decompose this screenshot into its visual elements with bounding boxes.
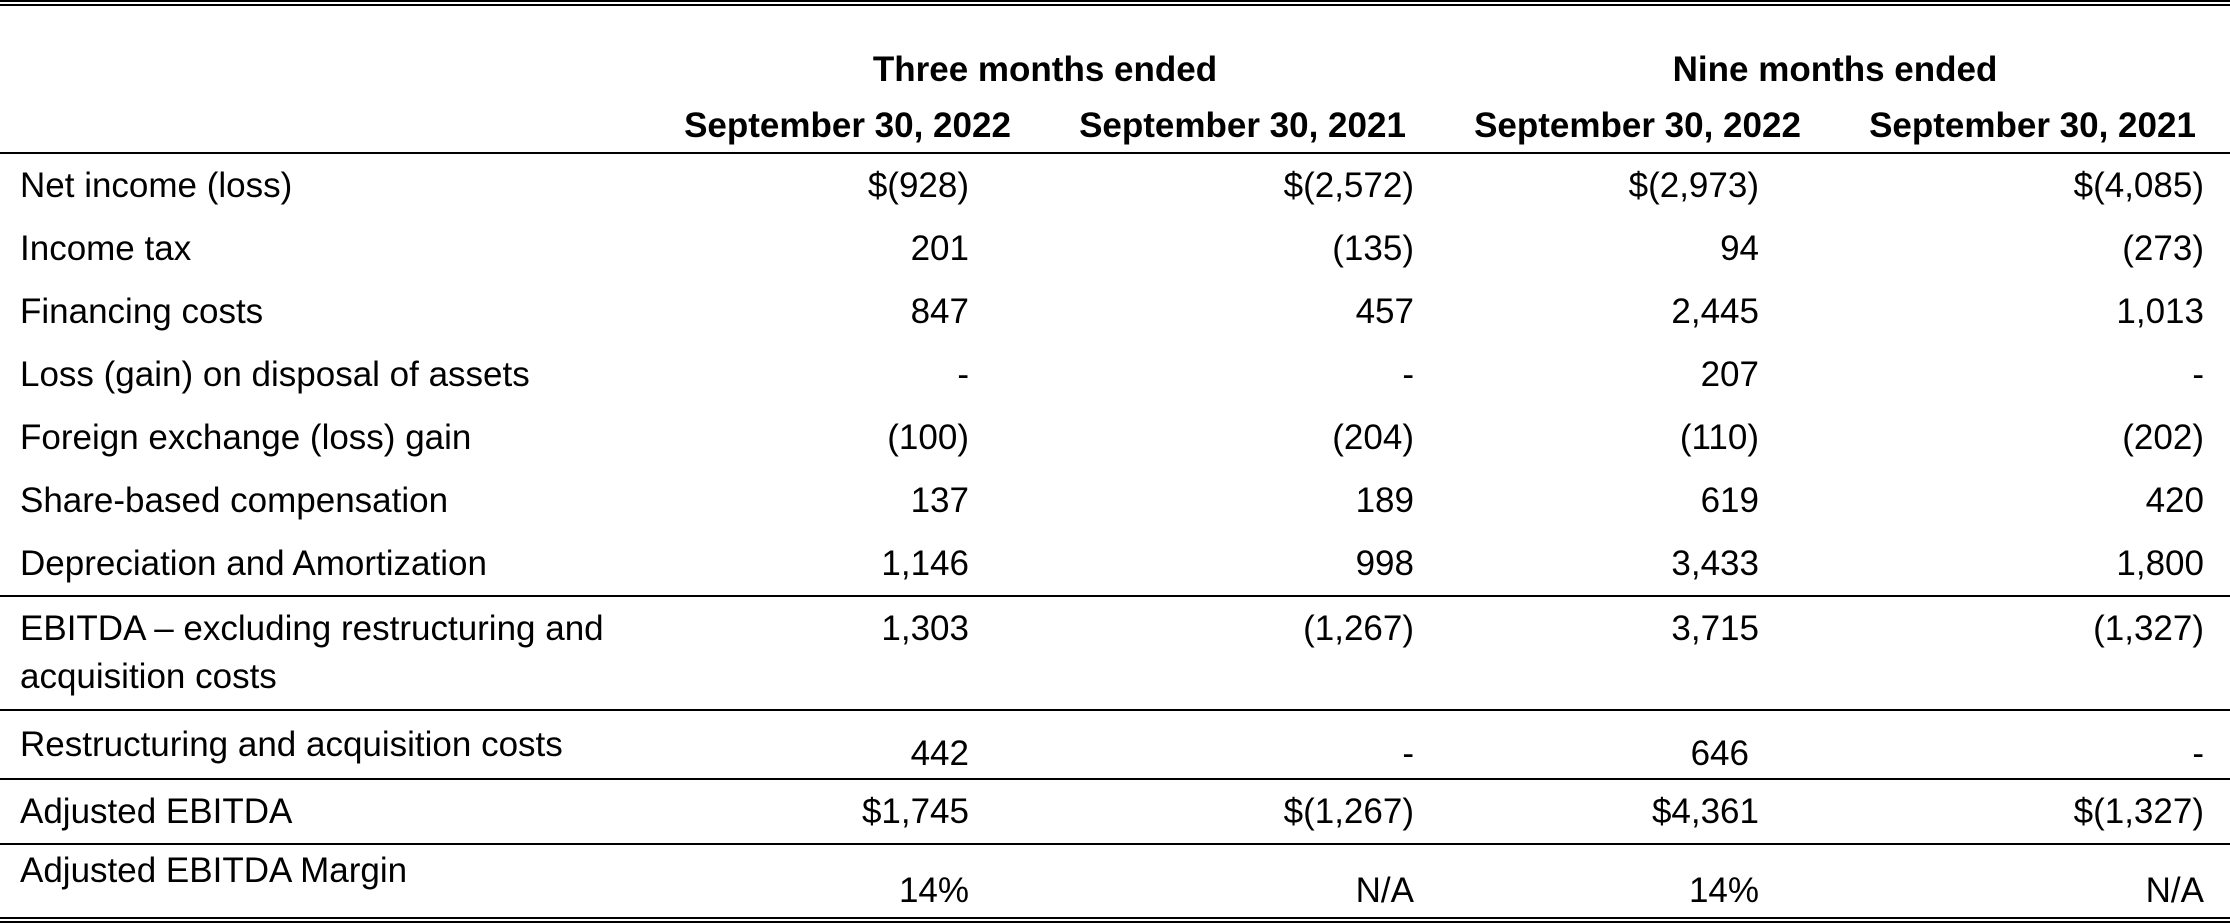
row-label: Net income (loss)	[20, 165, 293, 205]
cell-value: (273)	[2122, 228, 2204, 268]
cell-value: 1,146	[881, 543, 969, 583]
row-label: Loss (gain) on disposal of assets	[20, 354, 530, 394]
column-header-q3-2022: September 30, 2022	[650, 96, 1045, 154]
row-label: Share-based compensation	[20, 480, 449, 520]
nine-months-group-header: Nine months ended	[1672, 50, 1998, 89]
table-row-share-based-compensation: Share-based compensation 137 189 619 420	[0, 469, 2230, 532]
row-label: Income tax	[20, 228, 192, 268]
cell-value: 1,303	[650, 595, 1045, 710]
cell-value: 137	[910, 480, 969, 520]
table-row-ebitda-excluding-restructuring: EBITDA – excluding restructuring and acq…	[0, 595, 2230, 710]
blank-header-cell	[0, 96, 650, 154]
period-group-header-row: Three months ended Nine months ended	[0, 3, 2230, 96]
cell-value: -	[1045, 709, 1440, 779]
cell-value: 420	[2145, 480, 2204, 520]
cell-value: $1,745	[650, 778, 1045, 844]
cell-value: $(2,572)	[1283, 165, 1414, 205]
cell-value: 207	[1700, 354, 1759, 394]
cell-value: 2,445	[1671, 291, 1759, 331]
table-row-depreciation-amortization: Depreciation and Amortization 1,146 998 …	[0, 532, 2230, 596]
cell-value: $(2,973)	[1628, 165, 1759, 205]
cell-value: 646	[1440, 709, 1835, 779]
table-row-income-tax: Income tax 201 (135) 94 (273)	[0, 217, 2230, 280]
row-label: EBITDA – excluding restructuring and acq…	[0, 595, 650, 710]
cell-value: 457	[1355, 291, 1414, 331]
cell-value: 619	[1700, 480, 1759, 520]
row-label: Adjusted EBITDA	[0, 778, 650, 844]
row-label: Financing costs	[20, 291, 264, 331]
row-label: Depreciation and Amortization	[20, 543, 487, 583]
row-label: Foreign exchange (loss) gain	[20, 417, 472, 457]
cell-value: 3,715	[1440, 595, 1835, 710]
cell-value: $(1,267)	[1045, 778, 1440, 844]
row-label: Restructuring and acquisition costs	[0, 709, 650, 779]
cell-value: -	[1402, 354, 1414, 394]
cell-value: -	[1835, 709, 2230, 779]
column-header-9m-2022: September 30, 2022	[1440, 96, 1835, 154]
table-row-disposal-of-assets: Loss (gain) on disposal of assets - - 20…	[0, 343, 2230, 406]
row-label: Adjusted EBITDA Margin	[0, 843, 650, 923]
cell-value: 1,013	[2116, 291, 2204, 331]
cell-value: (1,267)	[1045, 595, 1440, 710]
cell-value: 442	[650, 709, 1045, 779]
table-row-financing-costs: Financing costs 847 457 2,445 1,013	[0, 280, 2230, 343]
cell-value: N/A	[1835, 843, 2230, 923]
three-months-group-header: Three months ended	[872, 50, 1218, 89]
cell-value: 998	[1355, 543, 1414, 583]
cell-value: 847	[910, 291, 969, 331]
table-row-adjusted-ebitda: Adjusted EBITDA $1,745 $(1,267) $4,361 $…	[0, 778, 2230, 844]
financial-table-container: Three months ended Nine months ended Sep…	[0, 3, 2230, 923]
cell-value: (1,327)	[1835, 595, 2230, 710]
cell-value: (100)	[887, 417, 969, 457]
cell-value: 189	[1355, 480, 1414, 520]
table-row-foreign-exchange: Foreign exchange (loss) gain (100) (204)…	[0, 406, 2230, 469]
cell-value: 201	[910, 228, 969, 268]
blank-header-cell	[0, 3, 650, 96]
cell-value: $(4,085)	[2073, 165, 2204, 205]
cell-value: N/A	[1045, 843, 1440, 923]
cell-value: 94	[1720, 228, 1759, 268]
cell-value: (202)	[2122, 417, 2204, 457]
cell-value: -	[957, 354, 969, 394]
table-row-restructuring-acquisition-costs: Restructuring and acquisition costs 442 …	[0, 709, 2230, 779]
table-row-adjusted-ebitda-margin: Adjusted EBITDA Margin 14% N/A 14% N/A	[0, 843, 2230, 923]
table-row-net-income: Net income (loss) $(928) $(2,572) $(2,97…	[0, 153, 2230, 217]
cell-value: $(928)	[867, 165, 969, 205]
cell-value: (135)	[1332, 228, 1414, 268]
cell-value: $4,361	[1440, 778, 1835, 844]
column-header-row: September 30, 2022 September 30, 2021 Se…	[0, 96, 2230, 154]
cell-value: -	[2192, 354, 2204, 394]
cell-value: $(1,327)	[1835, 778, 2230, 844]
column-header-q3-2021: September 30, 2021	[1045, 96, 1440, 154]
cell-value: (204)	[1332, 417, 1414, 457]
cell-value: (110)	[1679, 417, 1759, 457]
cell-value: 14%	[1440, 843, 1835, 923]
column-header-9m-2021: September 30, 2021	[1835, 96, 2230, 154]
cell-value: 14%	[650, 843, 1045, 923]
cell-value: 1,800	[2116, 543, 2204, 583]
cell-value: 3,433	[1671, 543, 1759, 583]
